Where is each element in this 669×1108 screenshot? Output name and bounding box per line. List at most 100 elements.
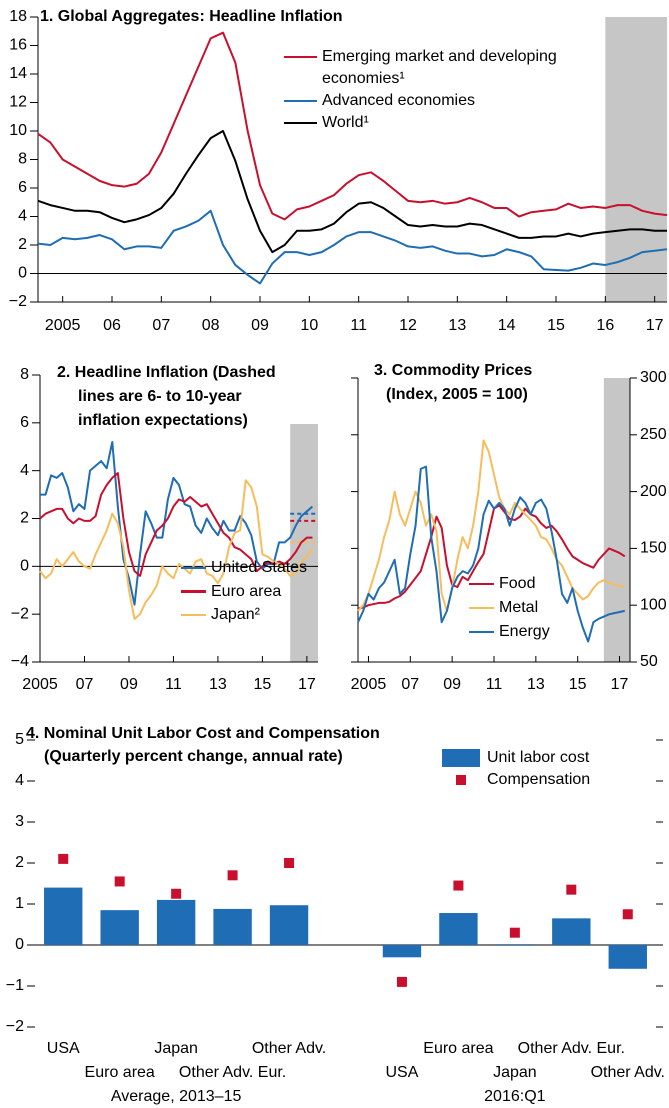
y-tick-label: 4 — [15, 772, 24, 789]
series-line — [357, 439, 625, 612]
series-line — [37, 130, 667, 254]
chart-subtitle: (Quarterly percent change, annual rate) — [44, 748, 343, 765]
x-tick-label: 13 — [527, 676, 545, 693]
x-tick-label: Other Adv. — [252, 1040, 326, 1057]
series-line — [39, 479, 314, 620]
y-tick-label: −2 — [11, 605, 29, 622]
x-tick-label: 15 — [569, 676, 587, 693]
y-tick-label: 50 — [640, 653, 658, 670]
y-tick-label: 200 — [640, 483, 667, 500]
series-line — [357, 465, 625, 643]
x-tick-label: USA — [47, 1040, 80, 1057]
bar — [608, 945, 647, 969]
y-tick-label: 100 — [640, 596, 667, 613]
y-tick-label: 0 — [15, 936, 24, 953]
x-tick-label: 17 — [611, 676, 629, 693]
y-tick-label: 10 — [9, 122, 27, 139]
marker — [509, 927, 520, 938]
chart-title: 3. Commodity Prices — [374, 362, 532, 379]
marker — [227, 870, 238, 881]
y-tick-label: 0 — [20, 558, 29, 575]
legend-swatch — [469, 630, 494, 634]
y-tick-label: 2 — [15, 854, 24, 871]
x-tick-label: 07 — [76, 676, 94, 693]
x-tick-label: Japan — [154, 1040, 198, 1057]
y-tick-label: 0 — [18, 265, 27, 282]
x-tick-label: 11 — [486, 676, 503, 693]
bar — [495, 944, 535, 945]
x-tick-label: 14 — [498, 317, 516, 334]
legend-label: Energy — [499, 623, 550, 640]
series-line — [39, 472, 313, 577]
legend: Food Metal Energy — [469, 572, 550, 644]
legend-item: Japan² — [181, 603, 307, 627]
x-tick-label: 13 — [448, 317, 466, 334]
x-tick-label: 11 — [350, 317, 367, 334]
marker — [622, 909, 633, 920]
legend-swatch — [469, 606, 494, 610]
legend-item: Metal — [469, 596, 550, 620]
legend-label: Emerging market and developing economies… — [322, 48, 557, 87]
y-tick-label: 2 — [20, 510, 29, 527]
marker — [171, 888, 182, 899]
x-tick-label: 2005 — [22, 676, 58, 693]
x-tick-label: 07 — [152, 317, 170, 334]
legend-item: Energy — [469, 620, 550, 644]
legend-label: Metal — [499, 599, 539, 616]
legend-label: Japan² — [211, 606, 260, 623]
y-tick-label: 1 — [15, 895, 24, 912]
legend-label: Euro area — [211, 582, 282, 600]
x-tick-label: 10 — [300, 317, 318, 334]
y-tick-label: 12 — [9, 94, 27, 111]
y-tick-label: 18 — [9, 8, 27, 25]
chart-subtitle: (Index, 2005 = 100) — [386, 386, 528, 403]
x-tick-label: Other Adv. Eur. — [518, 1040, 625, 1057]
forecast-shade — [603, 378, 630, 662]
legend-label: Advanced economies — [322, 92, 475, 109]
bar — [439, 913, 478, 945]
legend-swatch — [181, 566, 206, 569]
x-tick-label: Other Adv. Eur. — [179, 1064, 286, 1081]
y-tick-label: 300 — [640, 369, 667, 386]
chart-title: 1. Global Aggregates: Headline Inflation — [40, 8, 343, 25]
group-label: 2016:Q1 — [484, 1088, 545, 1105]
legend-swatch — [442, 749, 480, 767]
legend: Unit labor cost Compensation — [442, 747, 590, 791]
y-tick-label: 4 — [20, 462, 29, 479]
marker — [453, 880, 464, 891]
marker — [284, 858, 295, 868]
bar — [213, 908, 252, 945]
x-tick-label: Japan — [493, 1064, 537, 1081]
y-tick-label: 8 — [20, 366, 29, 383]
marker — [396, 976, 407, 987]
legend-swatch — [181, 590, 206, 593]
y-tick-label: 3 — [15, 813, 24, 830]
marker — [114, 876, 125, 887]
x-tick-label: 17 — [298, 676, 316, 693]
series-line — [357, 504, 626, 610]
y-tick-label: 5 — [15, 731, 24, 748]
y-tick-label: −4 — [11, 653, 29, 670]
y-tick-label: 250 — [640, 426, 667, 443]
series-line — [37, 209, 668, 285]
y-tick-label: −2 — [9, 293, 27, 310]
bar — [382, 945, 422, 958]
legend: Emerging market and developing economies… — [284, 46, 597, 134]
x-tick-label: 09 — [443, 676, 461, 693]
x-tick-label: 11 — [165, 676, 182, 693]
x-tick-label: 09 — [251, 317, 269, 334]
legend: United States Euro area Japan² — [181, 556, 307, 627]
series-line — [37, 31, 668, 221]
legend-item: Emerging market and developing economies… — [284, 46, 597, 90]
legend-item: Food — [469, 572, 550, 596]
legend-swatch — [284, 55, 317, 59]
x-tick-label: 17 — [646, 317, 664, 334]
x-tick-label: Euro area — [423, 1040, 493, 1057]
y-tick-label: 4 — [18, 208, 27, 225]
legend-item: Euro area — [181, 580, 307, 604]
y-tick-label: −2 — [6, 1018, 24, 1035]
x-tick-label: 07 — [401, 676, 419, 693]
x-tick-label: 09 — [120, 676, 138, 693]
